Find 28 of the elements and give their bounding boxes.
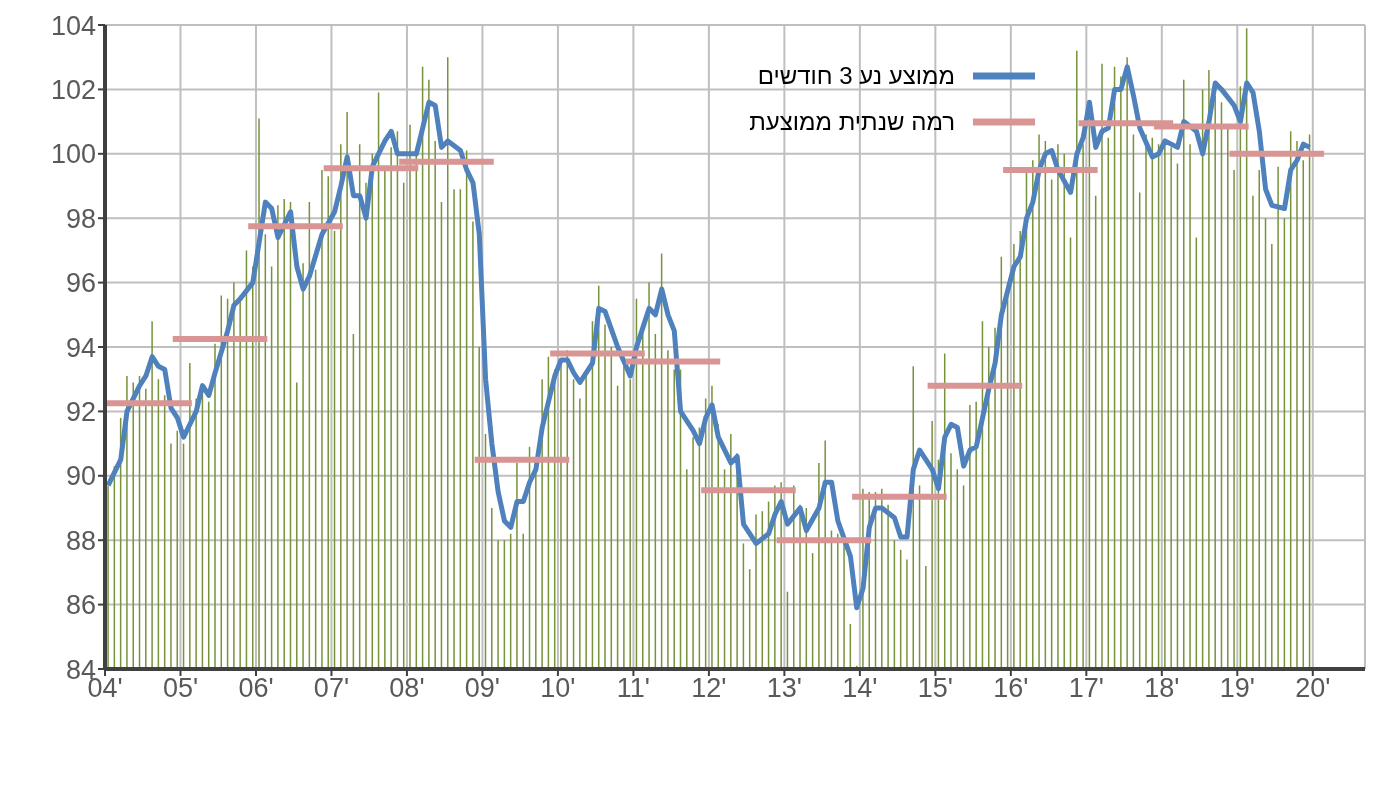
y-tick-label: 92 xyxy=(65,396,96,427)
y-tick-label: 90 xyxy=(65,461,96,492)
x-tick-label: 19' xyxy=(1219,673,1255,704)
y-tick-label: 98 xyxy=(65,203,96,234)
x-tick-label: 05' xyxy=(162,673,199,704)
y-tick-label: 104 xyxy=(50,10,96,41)
y-tick-label: 102 xyxy=(50,74,96,105)
x-tick-label: 07' xyxy=(313,673,350,704)
legend-label: ממוצע נע 3 חודשים xyxy=(757,62,955,90)
x-tick-label: 20' xyxy=(1295,673,1331,704)
x-tick-label: 14' xyxy=(842,673,878,704)
y-tick-label: 96 xyxy=(65,268,96,299)
x-tick-label: 10' xyxy=(540,673,576,704)
x-tick-label: 13' xyxy=(766,673,802,704)
x-tick-label: 06' xyxy=(238,673,274,704)
x-tick-label: 15' xyxy=(917,673,953,704)
y-tick-label: 100 xyxy=(50,139,96,170)
x-tick-label: 12' xyxy=(691,673,727,704)
x-tick-label: 16' xyxy=(993,673,1029,704)
y-tick-label: 88 xyxy=(65,525,96,556)
x-tick-label: 17' xyxy=(1068,673,1104,704)
y-tick-label: 86 xyxy=(65,590,96,621)
x-tick-label: 09' xyxy=(464,673,501,704)
y-tick-label: 94 xyxy=(65,332,96,363)
legend-label: רמה שנתית ממוצעת xyxy=(749,108,955,136)
x-tick-label: 11' xyxy=(616,673,650,704)
x-tick-label: 18' xyxy=(1144,673,1180,704)
x-tick-label: 08' xyxy=(389,673,425,704)
